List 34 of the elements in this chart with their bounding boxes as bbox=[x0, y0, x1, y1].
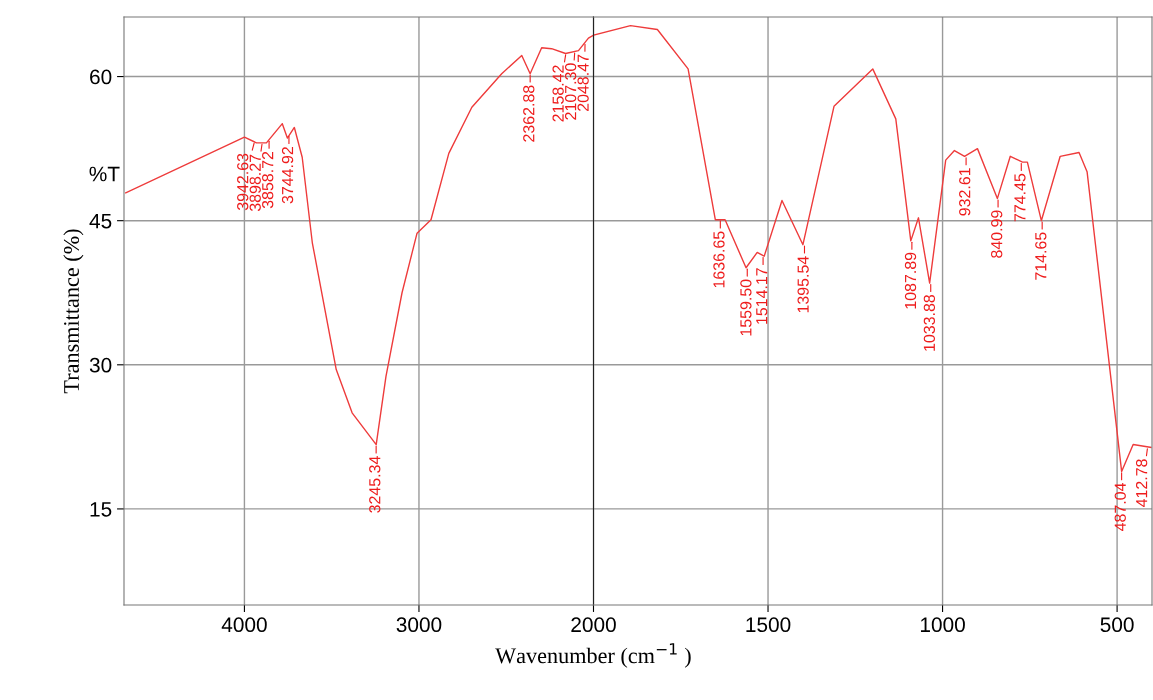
x-tick-label: 1000 bbox=[920, 617, 965, 633]
annotation: 1514.17 bbox=[756, 268, 768, 324]
y-axis-title: Transmittance (%) bbox=[63, 229, 84, 394]
annotation: 1395.54 bbox=[797, 256, 809, 313]
annotation: 2362.88 bbox=[523, 85, 535, 142]
annotation: 932.61 bbox=[959, 168, 971, 216]
y-tick-label: 60 bbox=[90, 69, 112, 85]
y-tick-label: 45 bbox=[89, 213, 112, 229]
annotation: 840.99 bbox=[991, 210, 1003, 258]
annotation: 3898.27 bbox=[249, 154, 261, 212]
x-tick-label: 1500 bbox=[746, 617, 791, 633]
x-tick-label: 4000 bbox=[221, 617, 267, 633]
x-tick-label: 3000 bbox=[396, 617, 442, 633]
annotation: 3858.72 bbox=[262, 151, 274, 209]
annotation: 774.45 bbox=[1014, 173, 1026, 222]
annotation: 2048.47 bbox=[577, 54, 589, 111]
annotation: 487.04 bbox=[1114, 483, 1126, 532]
text: %T bbox=[89, 166, 120, 182]
annotation: 3245.34 bbox=[369, 456, 381, 513]
annotation: 714.65 bbox=[1035, 232, 1047, 280]
annotation: 412.78 bbox=[1135, 459, 1148, 508]
annotation: 3942.63 bbox=[237, 153, 249, 211]
y-tick-label: 30 bbox=[89, 357, 112, 373]
annotation: 1087.89 bbox=[904, 252, 917, 309]
annotation: 1033.88 bbox=[923, 294, 936, 351]
annotation: 3744.92 bbox=[281, 147, 294, 204]
annotation: 2107.30 bbox=[564, 63, 577, 120]
y-tick-label: 15 bbox=[90, 502, 112, 517]
x-axis-title: Wavenumber (cm$^{−1}$ ) bbox=[495, 643, 691, 668]
annotation: 1559.50 bbox=[740, 279, 752, 336]
annotation: 1636.65 bbox=[713, 231, 725, 288]
annotation: 2158.42 bbox=[552, 65, 564, 122]
x-tick-label: 500 bbox=[1100, 617, 1134, 633]
x-tick-label: 2000 bbox=[571, 617, 616, 633]
